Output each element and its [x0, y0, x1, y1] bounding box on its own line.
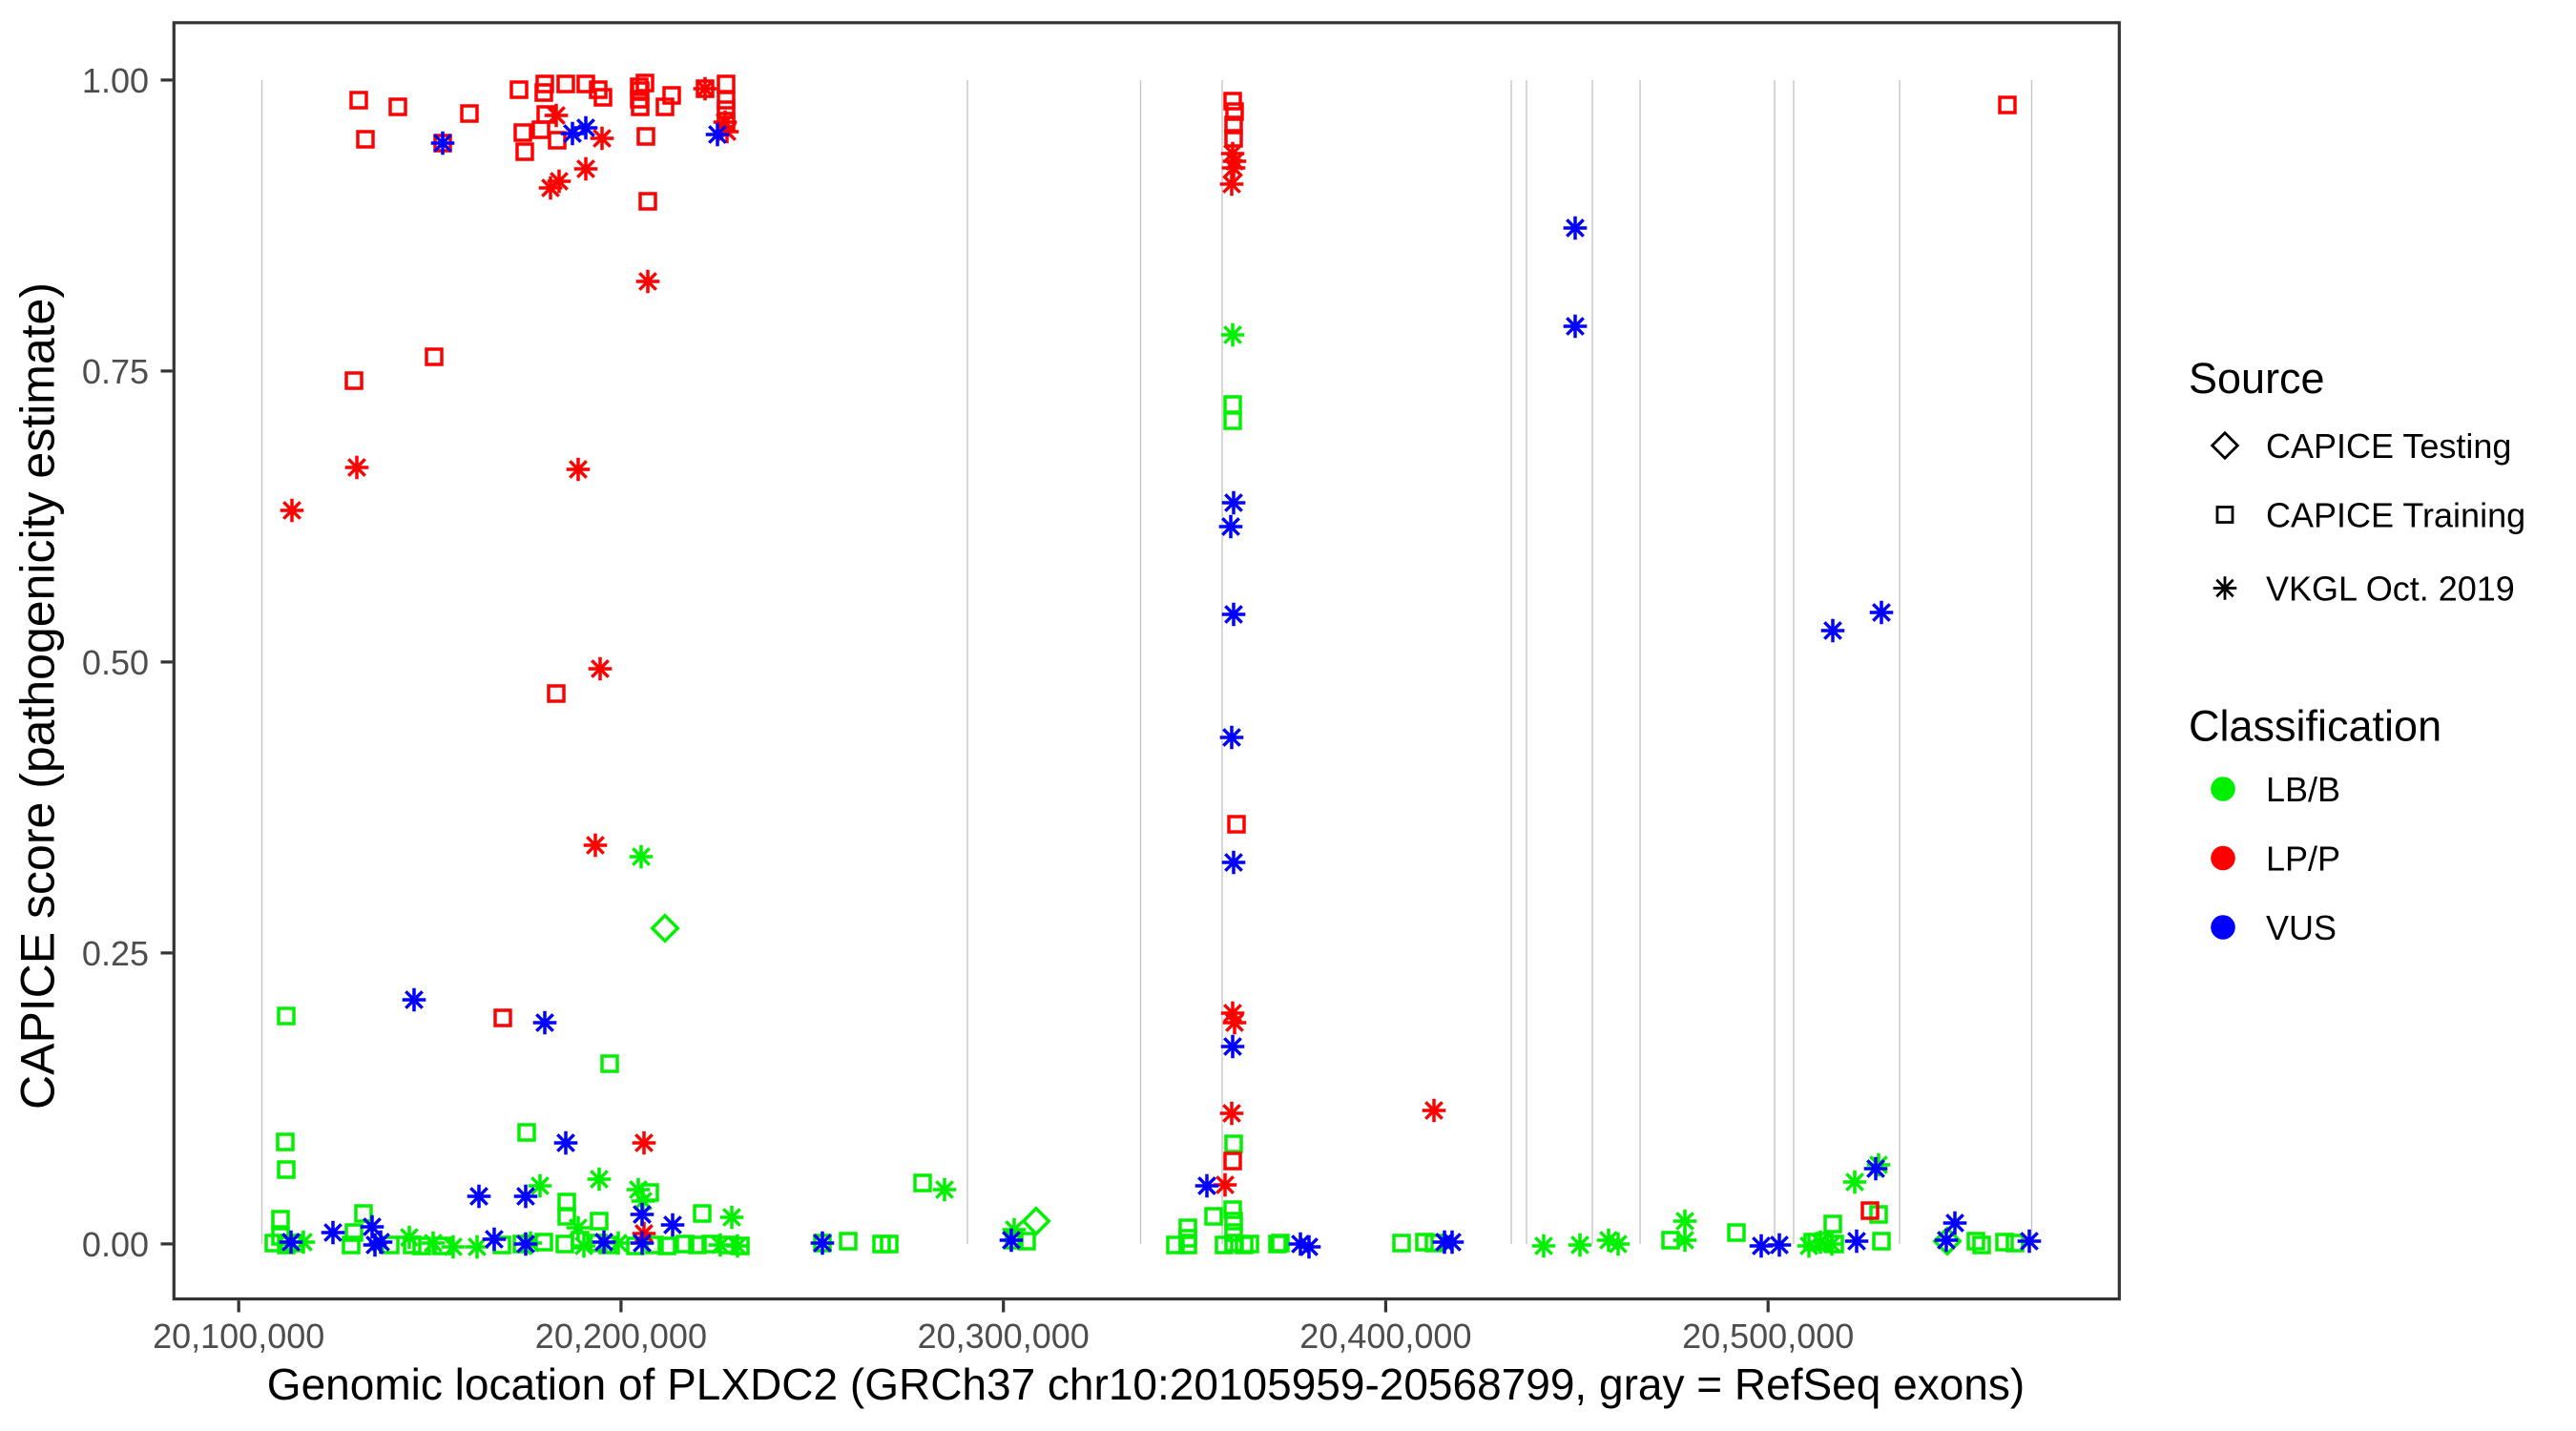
svg-text:Classification: Classification — [2189, 702, 2441, 751]
svg-text:VKGL Oct. 2019: VKGL Oct. 2019 — [2266, 570, 2515, 609]
svg-text:0.75: 0.75 — [82, 352, 149, 391]
svg-text:0.25: 0.25 — [82, 934, 149, 973]
svg-text:20,400,000: 20,400,000 — [1299, 1317, 1471, 1356]
svg-text:20,500,000: 20,500,000 — [1682, 1317, 1854, 1356]
svg-text:20,300,000: 20,300,000 — [918, 1317, 1090, 1356]
svg-text:LB/B: LB/B — [2266, 770, 2340, 809]
svg-text:Genomic location of PLXDC2 (GR: Genomic location of PLXDC2 (GRCh37 chr10… — [267, 1359, 2025, 1409]
svg-text:0.50: 0.50 — [82, 643, 149, 682]
svg-text:CAPICE Training: CAPICE Training — [2266, 496, 2525, 535]
svg-text:1.00: 1.00 — [82, 61, 149, 100]
svg-text:CAPICE score (pathogenicity es: CAPICE score (pathogenicity estimate) — [11, 282, 65, 1110]
svg-text:Source: Source — [2189, 354, 2325, 403]
svg-text:CAPICE Testing: CAPICE Testing — [2266, 426, 2511, 466]
svg-text:VUS: VUS — [2266, 908, 2337, 947]
svg-text:20,100,000: 20,100,000 — [153, 1317, 324, 1356]
svg-text:LP/P: LP/P — [2266, 840, 2340, 879]
svg-text:0.00: 0.00 — [82, 1225, 149, 1264]
svg-text:20,200,000: 20,200,000 — [535, 1317, 707, 1356]
